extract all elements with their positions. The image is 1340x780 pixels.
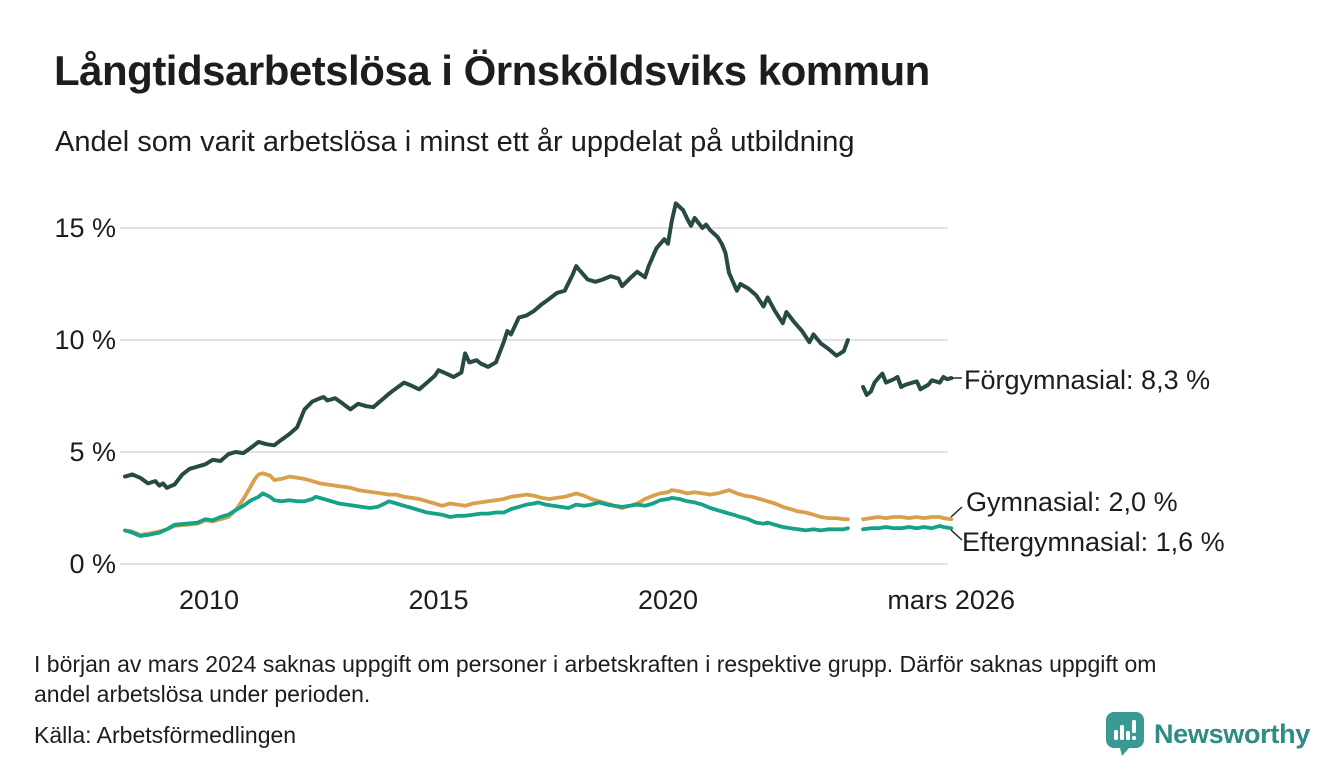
chart-subtitle: Andel som varit arbetslösa i minst ett å… <box>55 126 855 158</box>
newsworthy-wordmark: Newsworthy <box>1153 718 1310 749</box>
footnote-line-2: andel arbetslösa under perioden. <box>34 681 371 707</box>
series-label-eftergymnasial: Eftergymnasial: 1,6 % <box>962 527 1225 557</box>
line-series-förgymnasial <box>123 201 850 490</box>
x-axis-tick-mars-2026: mars 2026 <box>887 585 1015 615</box>
footnote-line-1: I början av mars 2024 saknas uppgift om … <box>34 651 1157 677</box>
y-axis-tick-15: 15 % <box>54 213 116 243</box>
line-series-eftergymnasial <box>123 491 850 538</box>
y-axis-tick-0: 0 % <box>69 549 116 579</box>
y-axis-tick-10: 10 % <box>54 325 116 355</box>
newsworthy-logo: Newsworthy <box>1105 711 1310 757</box>
x-axis-tick-2010: 2010 <box>178 585 240 615</box>
line-series-förgymnasial <box>861 371 954 397</box>
label-leader-line <box>950 506 963 518</box>
line-series-gymnasial <box>861 515 954 522</box>
label-leader-line <box>950 529 963 541</box>
source-note: Källa: Arbetsförmedlingen <box>34 722 297 748</box>
bar-chart-speech-bubble-icon <box>1105 712 1144 756</box>
x-axis-tick-2020: 2020 <box>637 585 699 615</box>
series-label-forgymnasial: Förgymnasial: 8,3 % <box>964 365 1211 395</box>
line-series-gymnasial <box>123 471 850 537</box>
chart-title: Långtidsarbetslösa i Örnsköldsviks kommu… <box>54 47 930 94</box>
footnote: I början av mars 2024 saknas uppgift om … <box>34 649 1156 709</box>
series-label-gymnasial: Gymnasial: 2,0 % <box>966 487 1178 517</box>
line-series-eftergymnasial <box>861 524 954 532</box>
y-axis-tick-5: 5 % <box>69 437 116 467</box>
x-axis-tick-2015: 2015 <box>408 585 469 615</box>
